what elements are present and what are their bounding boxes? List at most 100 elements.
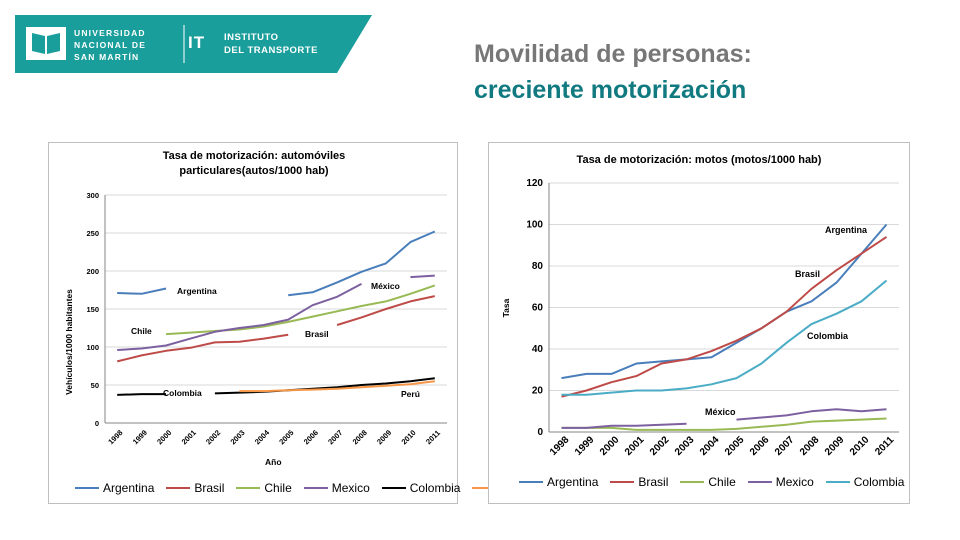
motos-chart-legend: Argentina Brasil Chile Mexico Colombia [519,475,916,489]
motos-xtick-label: 2005 [723,434,747,458]
cars-legend-swatch [166,486,191,490]
cars-legend-swatch [303,486,328,490]
motos-legend-swatch [825,480,850,484]
motos-series-line-argentina [561,223,888,380]
cars-ytick-label: 0 [95,419,99,428]
university-name: UNIVERSIDAD NACIONAL DE SAN MARTÍN [74,27,184,63]
cars-chart-plot: 0 50 100 150 200 250 300 1998 1999 2000 2001 2002 20… [86,191,447,447]
cars-series-line-argentina [117,287,167,295]
institute-line-2: DEL TRANSPORTE [224,45,318,56]
cars-series-line-peru [239,380,435,393]
cars-series-line-chile [166,284,436,336]
cars-legend-label: Mexico [331,481,370,495]
motos-xtick-label: 2001 [623,434,647,458]
motos-ytick-label: 120 [526,178,543,189]
motos-legend-label: Brasil [638,475,669,489]
motos-ytick-label: 60 [532,303,544,314]
cars-xtick-label: 2000 [155,428,173,446]
cars-annotation: Argentina [177,286,217,296]
motos-xtick-label: 2011 [873,434,896,457]
motos-xtick-label: 2008 [798,434,822,458]
motos-xtick-label: 2004 [698,434,722,458]
cars-legend-label: Chile [264,481,292,495]
institute-name: INSTITUTO DEL TRANSPORTE [224,31,318,57]
slide-subtitle: creciente motorización [474,76,747,104]
cars-xtick-label: 2009 [375,428,393,446]
cars-legend-swatch [472,486,497,490]
cars-series-line-mexico [410,274,435,279]
cars-chart-title-line-2: particulares(autos/1000 hab) [179,165,329,177]
cars-annotation: Colombia [163,388,202,398]
slide-title: Movilidad de personas: [474,40,752,68]
motos-xtick-label: 2009 [823,434,847,458]
cars-chart-legend: ArgentinaBrasilChileMexicoColombiaPeru [75,481,538,495]
motos-annotation: Colombia [807,331,849,341]
cars-series-line-brasil [336,295,436,326]
motos-legend-label: Colombia [853,475,905,489]
motos-legend-item: Argentina [519,475,598,489]
university-line-3: SAN MARTÍN [74,52,140,62]
cars-xtick-label: 2003 [229,428,247,446]
it-logo-mark: IT [188,33,206,52]
motos-legend-label: Argentina [547,475,599,489]
cars-annotation: Brasil [305,329,329,339]
cars-legend-label: Brasil [194,481,225,495]
motos-legend-item: Colombia [825,475,905,489]
motos-series-line-chile [561,417,887,431]
cars-legend-item: Brasil [166,481,224,495]
cars-xtick-label: 2007 [326,428,344,446]
university-line-2: NACIONAL DE [74,40,147,50]
motos-series-line-mexico [736,408,887,421]
cars-xtick-label: 1998 [106,428,124,446]
motos-xtick-label: 2010 [848,434,872,458]
institute-line-1: INSTITUTO [224,32,279,43]
motos-ytick-label: 0 [537,427,543,438]
cars-xtick-label: 2004 [253,428,272,447]
cars-series-line-colombia [117,393,167,396]
cars-xtick-label: 2005 [277,428,295,446]
motos-xtick-label: 2000 [598,434,622,458]
cars-legend-swatch [75,486,99,490]
motos-series-line-colombia [561,279,888,396]
cars-xtick-label: 2008 [351,428,369,446]
cars-xtick-label: 2001 [180,428,198,446]
motos-xtick-label: 2003 [673,434,697,458]
motos-chart-title: Tasa de motorización: motos (motos/1000 … [549,153,849,168]
cars-chart-xlabel: Año [265,457,282,467]
cars-chart-title: Tasa de motorización: automóviles partic… [109,149,399,179]
motos-ytick-label: 40 [532,344,544,355]
cars-legend-label: Colombia [409,481,461,495]
cars-ytick-label: 250 [86,229,99,238]
motos-legend-label: Chile [708,475,736,489]
cars-ytick-label: 300 [86,191,99,200]
banner-shape [15,15,372,73]
cars-series-line-brasil [116,333,289,363]
motos-annotation: Brasil [795,269,820,279]
cars-series-line-colombia [214,377,435,395]
cars-ytick-label: 150 [86,305,99,314]
motos-legend-item: Chile [680,475,736,489]
cars-legend-item: Colombia [381,481,461,495]
motos-legend-swatch [680,480,705,484]
cars-legend-item: Chile [236,481,292,495]
motos-xtick-label: 1998 [548,434,572,458]
cars-legend-swatch [236,486,261,490]
cars-ytick-label: 200 [86,267,99,276]
motos-annotation: México [705,407,736,417]
motos-chart: Tasa de motorización: motos (motos/1000 … [488,142,910,504]
cars-legend-swatch [381,486,406,490]
university-line-1: UNIVERSIDAD [74,28,146,38]
motos-ytick-label: 20 [532,386,544,397]
motos-annotation: Argentina [825,225,868,235]
motos-legend-swatch [610,480,635,484]
motos-chart-title-line-1: Tasa de motorización: motos (motos/1000 … [576,154,822,166]
cars-legend-item: Argentina [75,481,154,495]
banner-background [15,15,372,73]
cars-legend-item: Mexico [303,481,370,495]
cars-series-line-argentina [288,230,436,297]
cars-ytick-label: 50 [91,381,99,390]
cars-annotation: Perú [401,389,420,399]
cars-annotation: Chile [131,326,152,336]
cars-xtick-label: 1999 [131,428,149,446]
